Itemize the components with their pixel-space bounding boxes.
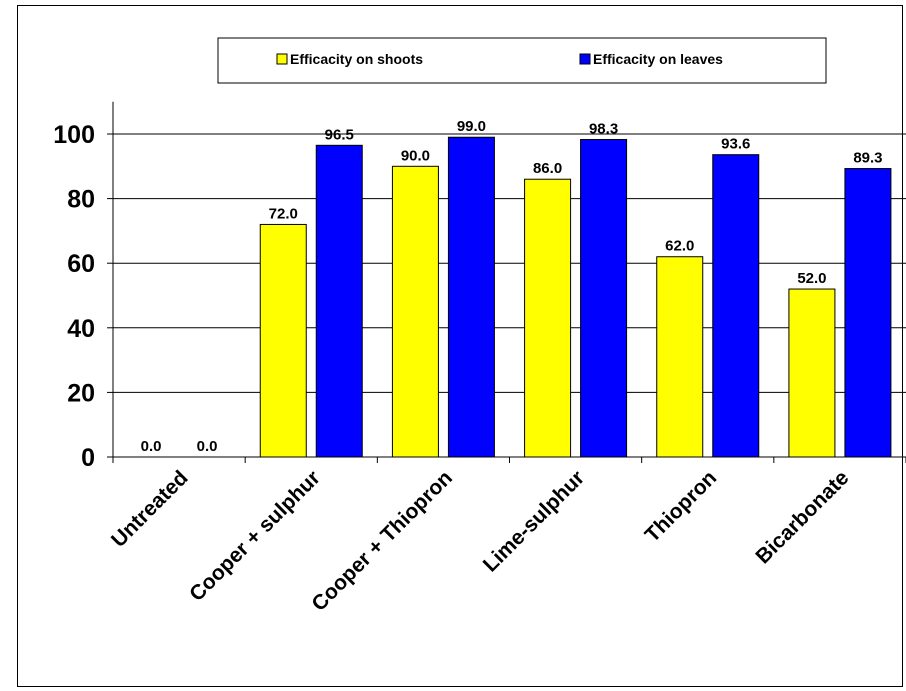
bar-shoots (524, 178, 572, 458)
data-label: 86.0 (533, 160, 562, 177)
y-tick-label: 100 (53, 121, 95, 149)
data-label: 72.0 (269, 205, 298, 222)
x-category-label: Lime-sulphur (479, 466, 589, 576)
data-label: 98.3 (589, 120, 618, 137)
x-category-label: Untreated (107, 466, 193, 552)
bar-leaves (315, 144, 363, 458)
y-tick-label: 60 (67, 250, 95, 278)
data-label: 62.0 (665, 238, 694, 255)
bar-shoots (259, 223, 307, 458)
y-tick-label: 40 (67, 315, 95, 343)
legend-swatch-shoots (276, 53, 288, 65)
data-label: 52.0 (797, 270, 826, 287)
data-label: 0.0 (197, 438, 218, 455)
y-tick-label: 80 (67, 186, 95, 214)
data-label: 99.0 (457, 118, 486, 135)
data-label: 89.3 (853, 150, 882, 167)
x-category-label: Bicarbonate (751, 466, 853, 568)
legend-label: Efficacity on leaves (593, 51, 723, 67)
bar-leaves (580, 138, 628, 458)
bar-leaves (447, 136, 495, 458)
x-category-label: Cooper + sulphur (185, 466, 325, 606)
bar-shoots (788, 288, 836, 458)
bar-leaves (712, 154, 760, 458)
bar-leaves (844, 168, 892, 458)
legend-swatch-leaves (579, 53, 591, 65)
bar-shoots (391, 165, 439, 458)
x-category-label: Thiopron (641, 466, 722, 547)
data-label: 0.0 (141, 438, 162, 455)
x-category-label: Cooper + Thiopron (307, 466, 456, 615)
legend-box (217, 37, 827, 84)
data-label: 90.0 (401, 147, 430, 164)
y-tick-label: 0 (81, 444, 95, 472)
data-label: 93.6 (721, 136, 750, 153)
bar-shoots (656, 256, 704, 458)
legend-label: Efficacity on shoots (290, 51, 423, 67)
data-label: 96.5 (325, 126, 354, 143)
y-tick-label: 20 (67, 379, 95, 407)
